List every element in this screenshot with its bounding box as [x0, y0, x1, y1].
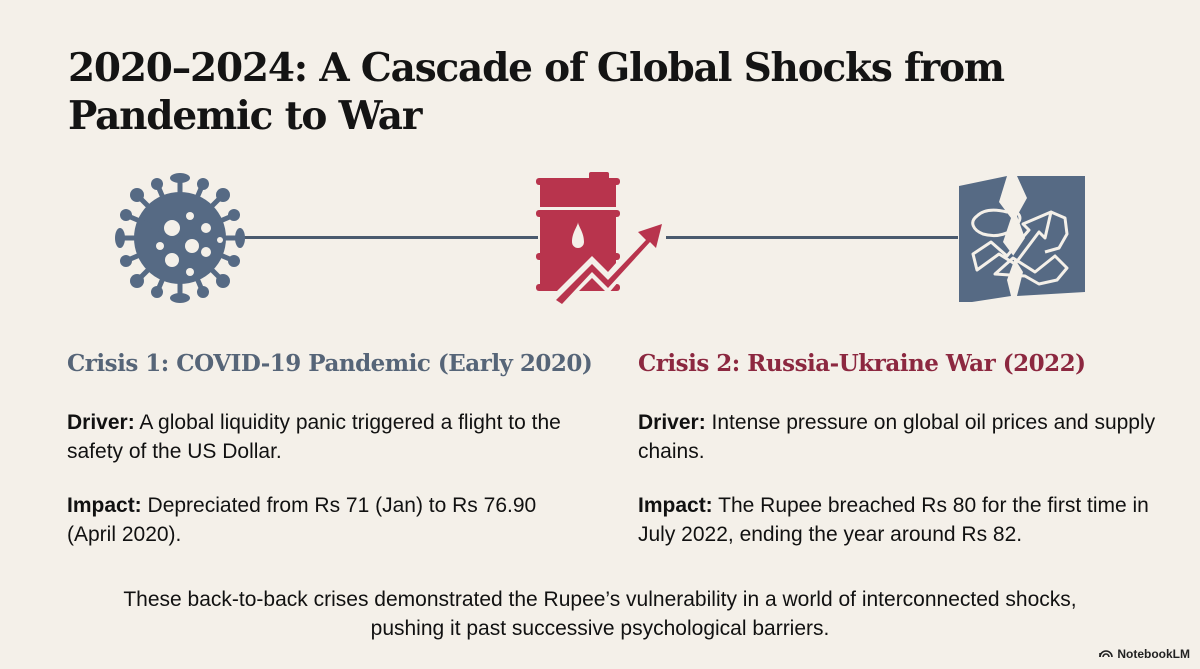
crisis-1-heading: Crisis 1: COVID-19 Pandemic (Early 2020) — [67, 350, 593, 377]
crisis-1-impact: Impact: Depreciated from Rs 71 (Jan) to … — [67, 491, 587, 549]
crisis-1-driver: Driver: A global liquidity panic trigger… — [67, 408, 587, 466]
timeline-connector-left — [238, 236, 538, 239]
impact-text: Depreciated from Rs 71 (Jan) to Rs 76.90… — [67, 494, 537, 546]
crisis-2-impact: Impact: The Rupee breached Rs 80 for the… — [638, 491, 1168, 549]
impact-label: Impact: — [67, 494, 142, 517]
driver-label: Driver: — [638, 411, 706, 434]
summary-text: These back-to-back crises demonstrated t… — [123, 588, 1077, 640]
impact-text: The Rupee breached Rs 80 for the first t… — [638, 494, 1149, 546]
oil-barrel-rising-arrow-icon — [534, 170, 670, 308]
driver-text: Intense pressure on global oil prices an… — [638, 411, 1156, 463]
crisis-2-heading: Crisis 2: Russia-Ukraine War (2022) — [638, 350, 1086, 377]
virus-icon — [112, 168, 248, 308]
broken-map-arrows-icon — [955, 172, 1090, 304]
notebooklm-watermark: NotebookLM — [1099, 647, 1190, 661]
brand-label: NotebookLM — [1117, 647, 1190, 661]
page-title: 2020–2024: A Cascade of Global Shocks fr… — [68, 45, 1005, 139]
driver-text: A global liquidity panic triggered a fli… — [67, 411, 561, 463]
driver-label: Driver: — [67, 411, 135, 434]
notebooklm-logo-icon — [1099, 647, 1114, 661]
crisis-2-driver: Driver: Intense pressure on global oil p… — [638, 408, 1158, 466]
timeline-connector-right — [666, 236, 958, 239]
impact-label: Impact: — [638, 494, 713, 517]
